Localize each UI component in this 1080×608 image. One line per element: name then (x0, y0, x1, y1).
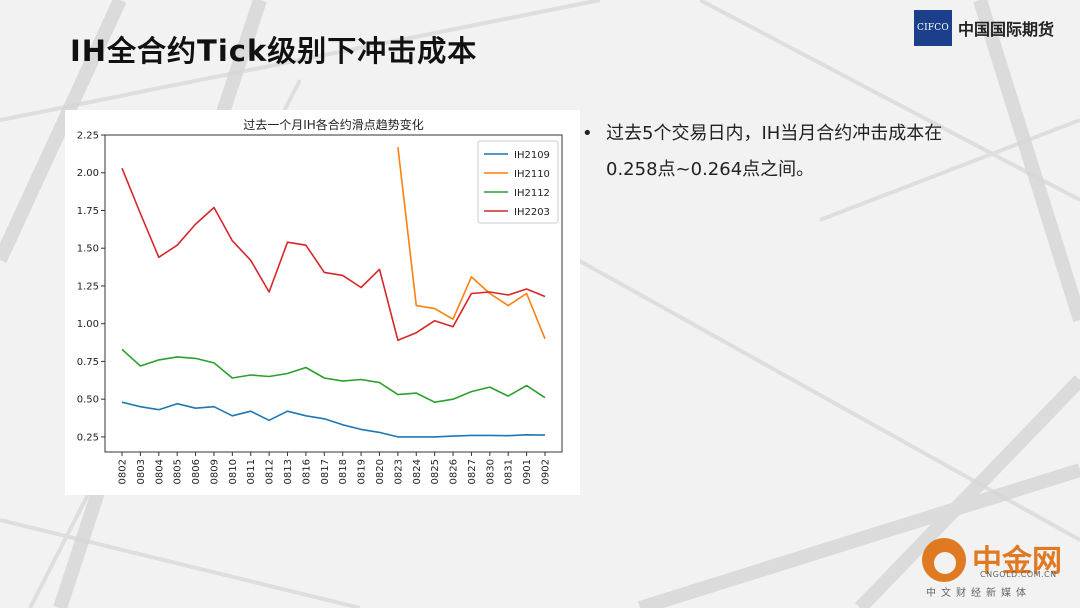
x-tick-label: 0804 (154, 459, 165, 484)
y-tick-label: 1.75 (77, 206, 99, 217)
x-tick-label: 0802 (118, 459, 129, 484)
series-line-ih2203 (121, 167, 546, 342)
bullet-point: • 过去5个交易日内，IH当月合约冲击成本在 0.258点~0.264点之间。 (582, 116, 1032, 188)
legend-entry: IH2110 (514, 169, 550, 180)
bullet-text-line1: 过去5个交易日内，IH当月合约冲击成本在 (606, 123, 943, 144)
series-line-ih2110 (397, 147, 546, 340)
series-line-ih2109 (121, 401, 546, 438)
cngold-logo-icon (922, 538, 966, 582)
x-tick-label: 0827 (467, 459, 478, 484)
x-tick-label: 0813 (283, 459, 294, 484)
y-tick-label: 1.50 (77, 244, 99, 255)
x-tick-label: 0810 (228, 459, 239, 484)
plot-frame (104, 134, 563, 453)
y-tick-label: 2.00 (77, 168, 99, 179)
x-tick-label: 0812 (265, 459, 276, 484)
x-tick-label: 0806 (191, 459, 202, 484)
legend-box (477, 140, 559, 224)
slippage-chart: 过去一个月IH各合约滑点趋势变化 0.25 0.50 0.75 1.00 1.25 1.50… (65, 110, 580, 495)
y-tick-label: 2.25 (77, 131, 99, 142)
x-tick-label: 0820 (375, 459, 386, 484)
x-tick-label: 0830 (485, 459, 496, 484)
chart-svg: 过去一个月IH各合约滑点趋势变化 0.25 0.50 0.75 1.00 1.25 1.50… (65, 110, 580, 495)
watermark-name: 中金网 (972, 544, 1062, 579)
slide-title: IH全合约Tick级别下冲击成本 (70, 34, 478, 68)
legend-entry: IH2203 (514, 207, 550, 218)
x-tick-label: 0809 (209, 459, 220, 484)
y-tick-label: 1.25 (77, 281, 99, 292)
y-tick-label: 0.50 (77, 395, 99, 406)
legend-entry: IH2112 (514, 188, 550, 199)
x-tick-label: 0824 (412, 459, 423, 484)
x-tick-label: 0902 (541, 459, 552, 484)
bullet-icon: • (582, 123, 593, 144)
watermark-url: CNGOLD.COM.CN (980, 570, 1057, 579)
watermark-subtitle: 中文财经新媒体 (926, 588, 1031, 599)
x-tick-label: 0816 (301, 459, 312, 484)
x-tick-label: 0819 (357, 459, 368, 484)
x-tick-label: 0805 (173, 459, 184, 484)
y-tick-label: 0.75 (77, 357, 99, 368)
x-tick-label: 0817 (320, 459, 331, 484)
x-tick-label: 0803 (136, 459, 147, 484)
x-tick-label: 0901 (522, 459, 533, 484)
x-tick-label: 0811 (246, 459, 257, 484)
x-tick-label: 0831 (504, 459, 515, 484)
series-line-ih2112 (121, 348, 546, 403)
cifco-logo-icon: CIFCO (914, 10, 952, 46)
x-tick-label: 0818 (338, 459, 349, 484)
x-tick-label: 0826 (449, 459, 460, 484)
company-name: 中国国际期货 (958, 20, 1055, 39)
chart-title: 过去一个月IH各合约滑点趋势变化 (243, 117, 424, 132)
y-tick-label: 1.00 (77, 319, 99, 330)
x-tick-label: 0825 (430, 459, 441, 484)
bullet-text-line2: 0.258点~0.264点之间。 (606, 159, 815, 180)
cifco-logo: CIFCO 中国国际期货 (914, 10, 1054, 46)
legend-entry: IH2109 (514, 150, 550, 161)
y-tick-label: 0.25 (77, 432, 99, 443)
x-tick-label: 0823 (393, 459, 404, 484)
cngold-watermark: 中金网 CNGOLD.COM.CN 中文财经新媒体 (922, 532, 1072, 602)
